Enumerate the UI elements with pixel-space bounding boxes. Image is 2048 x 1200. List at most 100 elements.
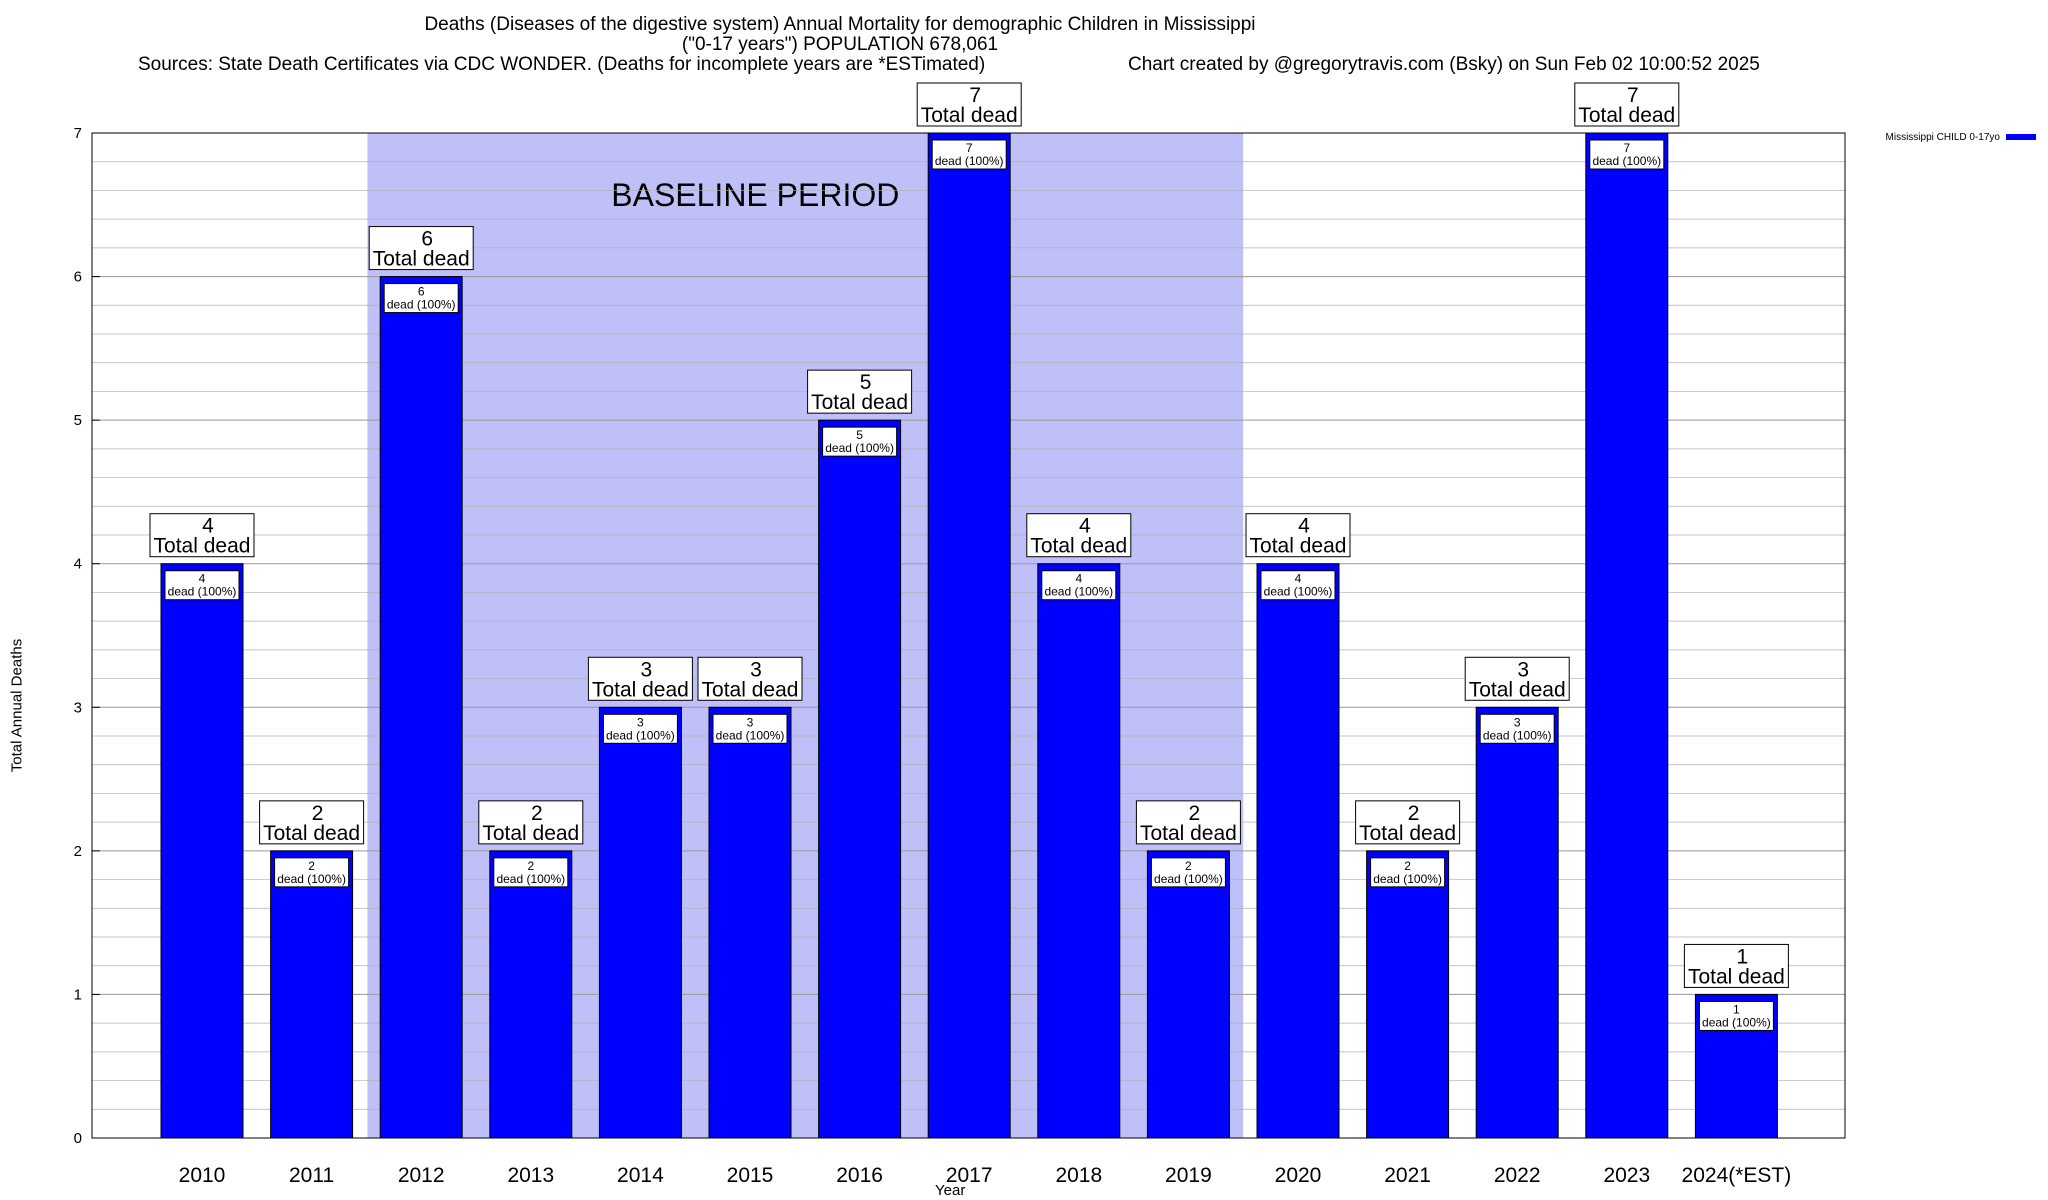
- baseline-period-label: BASELINE PERIOD: [611, 177, 899, 213]
- bar-2014: [598, 706, 682, 1139]
- bar-inner-label: dead (100%): [168, 585, 237, 599]
- bar-inner-value: 2: [308, 859, 315, 873]
- y-tick-label: 5: [74, 412, 82, 429]
- bar-total-label-box: [697, 656, 803, 701]
- bar-total-label: Total dead: [482, 822, 579, 845]
- x-tick-label: 2020: [1275, 1164, 1322, 1187]
- bar-total-label-box: [478, 800, 584, 845]
- bar-total-value: 2: [1408, 802, 1420, 825]
- bar-inner-label: dead (100%): [1373, 872, 1442, 886]
- bar-inner-label-box: [931, 139, 1007, 170]
- bar-inner-label: dead (100%): [825, 441, 894, 455]
- bar-total-label: Total dead: [1030, 535, 1127, 558]
- x-tick-label: 2013: [507, 1164, 554, 1187]
- bar-total-value: 7: [969, 84, 981, 107]
- y-tick-label: 2: [74, 843, 82, 860]
- bar-inner-label: dead (100%): [1702, 1015, 1771, 1029]
- x-axis-label: Year: [935, 1182, 966, 1199]
- bar-2021: [1366, 850, 1450, 1139]
- y-tick-label: 6: [74, 269, 82, 286]
- bar-inner-label-box: [1698, 1000, 1774, 1031]
- bar-total-value: 4: [202, 515, 214, 538]
- bar-total-label-box: [1574, 82, 1680, 127]
- bar-inner-label: dead (100%): [1264, 585, 1333, 599]
- bar-2017: [927, 132, 1011, 1139]
- chart-title-line2: ("0-17 years") POPULATION 678,061: [681, 34, 999, 55]
- bar-inner-label-box: [493, 857, 569, 888]
- bar-inner-value: 1: [1733, 1002, 1740, 1016]
- bar-inner-value: 4: [199, 572, 206, 586]
- bar-inner-label: dead (100%): [1592, 154, 1661, 168]
- bar-inner-value: 7: [1623, 141, 1630, 155]
- bar-inner-label-box: [1150, 857, 1226, 888]
- bar-inner-value: 6: [418, 285, 425, 299]
- bar-inner-label-box: [274, 857, 350, 888]
- bar-total-label-box: [149, 513, 255, 558]
- bar-inner-value: 2: [1404, 859, 1411, 873]
- bar-inner-value: 3: [747, 715, 754, 729]
- bar-inner-label: dead (100%): [606, 728, 675, 742]
- bar-total-label-box: [1683, 943, 1789, 988]
- chart-credit: Chart created by @gregorytravis.com (Bsk…: [1128, 54, 1760, 75]
- bar-2018: [1037, 563, 1121, 1139]
- bar-total-label: Total dead: [263, 822, 360, 845]
- bar-total-value: 3: [1517, 658, 1529, 681]
- x-tick-label: 2019: [1165, 1164, 1212, 1187]
- bar-inner-label: dead (100%): [277, 872, 346, 886]
- bar-total-value: 2: [531, 802, 543, 825]
- x-tick-label: 2023: [1603, 1164, 1650, 1187]
- bar-total-value: 3: [750, 658, 762, 681]
- bar-total-label: Total dead: [373, 248, 470, 271]
- bar-inner-label-box: [602, 713, 678, 744]
- y-tick-label: 0: [74, 1130, 82, 1147]
- x-tick-label: 2018: [1055, 1164, 1102, 1187]
- bar-total-label: Total dead: [1250, 535, 1347, 558]
- bar-total-label: Total dead: [1359, 822, 1456, 845]
- bar-inner-label-box: [1589, 139, 1665, 170]
- bar-total-value: 2: [312, 802, 324, 825]
- bar-2012: [379, 276, 463, 1139]
- bar-total-value: 1: [1737, 945, 1749, 968]
- bar-total-label: Total dead: [921, 104, 1018, 127]
- x-tick-label: 2014: [617, 1164, 664, 1187]
- bar-inner-label: dead (100%): [387, 298, 456, 312]
- bar-total-label-box: [259, 800, 365, 845]
- x-tick-label: 2012: [398, 1164, 445, 1187]
- bar-inner-value: 4: [1295, 572, 1302, 586]
- bar-inner-label-box: [1479, 713, 1555, 744]
- y-tick-label: 1: [74, 986, 82, 1003]
- bar-total-label-box: [1026, 513, 1132, 558]
- bar-total-value: 4: [1079, 515, 1091, 538]
- bar-total-label: Total dead: [592, 678, 689, 701]
- bar-total-label: Total dead: [1578, 104, 1675, 127]
- bar-inner-label: dead (100%): [1154, 872, 1223, 886]
- y-tick-label: 3: [74, 699, 82, 716]
- bar-total-label-box: [916, 82, 1022, 127]
- bar-inner-value: 4: [1075, 572, 1082, 586]
- bar-2016: [818, 419, 902, 1139]
- bar-total-label-box: [1135, 800, 1241, 845]
- bar-total-label-box: [807, 369, 913, 414]
- bar-inner-value: 2: [527, 859, 534, 873]
- bar-total-label-box: [587, 656, 693, 701]
- bar-total-label: Total dead: [1140, 822, 1237, 845]
- bar-total-value: 7: [1627, 84, 1639, 107]
- x-tick-label: 2010: [179, 1164, 226, 1187]
- x-tick-label: 2016: [836, 1164, 883, 1187]
- bar-2010: [160, 563, 244, 1139]
- bar-total-label: Total dead: [1469, 678, 1566, 701]
- bar-total-label-box: [368, 226, 474, 271]
- y-tick-label: 7: [74, 125, 82, 142]
- bar-total-value: 4: [1298, 515, 1310, 538]
- bar-inner-value: 5: [856, 428, 863, 442]
- bar-2022: [1475, 706, 1559, 1139]
- bar-inner-label-box: [1370, 857, 1446, 888]
- x-tick-label: 2021: [1384, 1164, 1431, 1187]
- bar-inner-label: dead (100%): [496, 872, 565, 886]
- x-tick-label: 2017: [946, 1164, 993, 1187]
- legend-swatch: [2006, 134, 2036, 140]
- bar-total-label-box: [1245, 513, 1351, 558]
- chart-sources: Sources: State Death Certificates via CD…: [138, 54, 986, 75]
- bar-total-label: Total dead: [154, 535, 251, 558]
